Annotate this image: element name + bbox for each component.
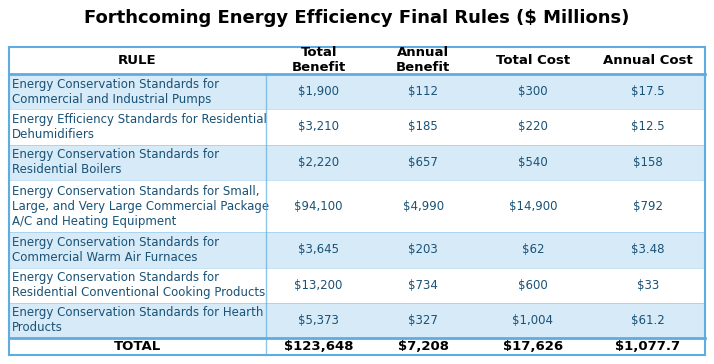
Text: $327: $327 [408, 314, 438, 327]
Text: Annual
Benefit: Annual Benefit [396, 46, 451, 74]
Text: $33: $33 [637, 278, 659, 292]
Text: Total Cost: Total Cost [496, 54, 570, 67]
Text: $14,900: $14,900 [509, 199, 557, 213]
Text: $657: $657 [408, 155, 438, 169]
Text: RULE: RULE [118, 54, 157, 67]
Text: $2,220: $2,220 [298, 155, 339, 169]
Text: $1,077.7: $1,077.7 [615, 340, 680, 353]
Text: Energy Conservation Standards for Hearth
Products: Energy Conservation Standards for Hearth… [12, 306, 263, 334]
Text: TOTAL: TOTAL [114, 340, 161, 353]
Bar [9, 145, 705, 180]
Text: $123,648: $123,648 [284, 340, 353, 353]
Text: $4,990: $4,990 [403, 199, 444, 213]
Bar [9, 109, 705, 145]
Text: $94,100: $94,100 [294, 199, 343, 213]
Text: Energy Conservation Standards for
Commercial Warm Air Furnaces: Energy Conservation Standards for Commer… [12, 236, 219, 264]
Text: Energy Efficiency Standards for Residential
Dehumidifiers: Energy Efficiency Standards for Resident… [12, 113, 267, 141]
Bar [9, 180, 705, 232]
Text: Energy Conservation Standards for
Residential Conventional Cooking Products: Energy Conservation Standards for Reside… [12, 271, 266, 299]
Text: Energy Conservation Standards for Small,
Large, and Very Large Commercial Packag: Energy Conservation Standards for Small,… [12, 185, 269, 228]
Text: $7,208: $7,208 [398, 340, 448, 353]
Bar [9, 74, 705, 109]
Text: $220: $220 [518, 120, 548, 134]
Text: $3,645: $3,645 [298, 244, 339, 257]
Bar [9, 232, 705, 268]
Text: $1,900: $1,900 [298, 85, 339, 98]
Text: $185: $185 [408, 120, 438, 134]
Text: $734: $734 [408, 278, 438, 292]
Text: $17.5: $17.5 [631, 85, 665, 98]
Text: $61.2: $61.2 [631, 314, 665, 327]
Text: $3,210: $3,210 [298, 120, 339, 134]
Text: $3.48: $3.48 [631, 244, 665, 257]
Text: $5,373: $5,373 [298, 314, 339, 327]
Text: $17,626: $17,626 [503, 340, 563, 353]
Text: Energy Conservation Standards for
Residential Boilers: Energy Conservation Standards for Reside… [12, 148, 219, 176]
Text: $203: $203 [408, 244, 438, 257]
Bar [9, 268, 705, 303]
Text: $13,200: $13,200 [294, 278, 343, 292]
Text: Total
Benefit: Total Benefit [291, 46, 346, 74]
Text: $300: $300 [518, 85, 548, 98]
Text: $540: $540 [518, 155, 548, 169]
Text: $158: $158 [633, 155, 663, 169]
Bar [9, 338, 705, 355]
Text: Annual Cost: Annual Cost [603, 54, 693, 67]
Bar [9, 47, 705, 74]
Text: Forthcoming Energy Efficiency Final Rules ($ Millions): Forthcoming Energy Efficiency Final Rule… [84, 9, 630, 27]
Text: $792: $792 [633, 199, 663, 213]
Text: $1,004: $1,004 [513, 314, 553, 327]
Bar [9, 303, 705, 338]
Text: $600: $600 [518, 278, 548, 292]
Text: $12.5: $12.5 [631, 120, 665, 134]
Text: $112: $112 [408, 85, 438, 98]
Text: Energy Conservation Standards for
Commercial and Industrial Pumps: Energy Conservation Standards for Commer… [12, 78, 219, 106]
Text: $62: $62 [522, 244, 544, 257]
